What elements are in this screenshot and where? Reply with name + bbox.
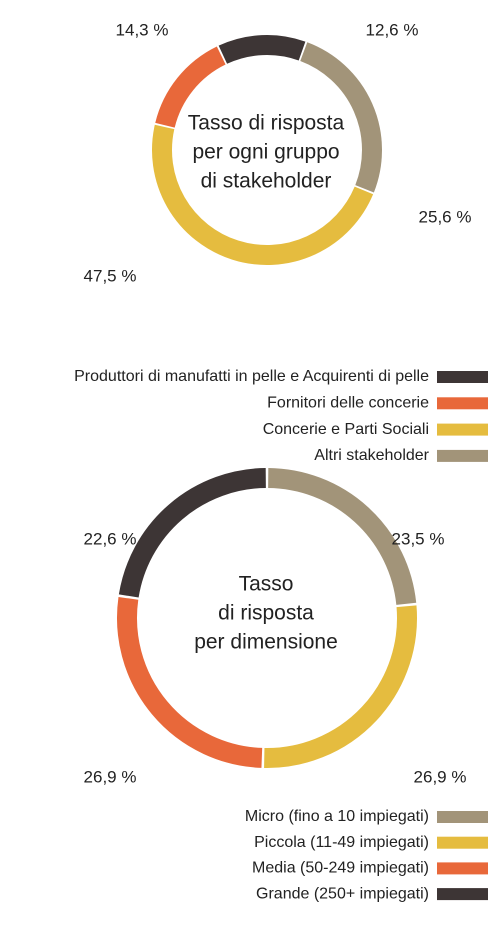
legend-swatch: [437, 423, 488, 436]
legend-swatch: [437, 811, 488, 823]
donut-segment: [155, 46, 226, 128]
value-label: 22,6 %: [84, 529, 137, 548]
legend-label: Concerie e Parti Sociali: [263, 421, 429, 438]
legend-label: Altri stakeholder: [314, 447, 429, 464]
chart-title: per dimensione: [194, 631, 338, 654]
legend-swatch: [437, 449, 488, 462]
value-label: 12,6 %: [366, 20, 419, 39]
donut-segment: [264, 605, 417, 768]
chart-title: di risposta: [218, 602, 314, 625]
value-label: 47,5 %: [84, 266, 137, 285]
donut-segment: [118, 468, 267, 598]
donut-segment: [152, 124, 374, 265]
donut-segment: [117, 596, 263, 768]
legend-label: Fornitori delle concerie: [267, 395, 429, 412]
value-label: 25,6 %: [419, 207, 472, 226]
value-label: 23,5 %: [392, 529, 445, 548]
legend-label: Media (50-249 impiegati): [252, 860, 429, 877]
chart-title: Tasso: [239, 573, 294, 596]
legend-swatch: [437, 862, 488, 875]
value-label: 14,3 %: [116, 20, 169, 39]
legend-label: Produttori di manufatti in pelle e Acqui…: [74, 368, 429, 385]
donut-segment: [300, 42, 382, 193]
donut-segment: [267, 468, 417, 605]
chart-title: per ogni gruppo: [192, 141, 339, 164]
legend-swatch: [437, 397, 488, 410]
legend-label: Piccola (11-49 impiegati): [254, 834, 429, 851]
legend-swatch: [437, 371, 488, 383]
donut-segment: [218, 35, 306, 64]
legend-swatch: [437, 836, 488, 849]
value-label: 26,9 %: [84, 767, 137, 786]
chart-title: Tasso di risposta: [188, 112, 345, 135]
legend-label: Grande (250+ impiegati): [256, 885, 429, 902]
legend-label: Micro (fino a 10 impiegati): [245, 808, 429, 825]
value-label: 26,9 %: [414, 767, 467, 786]
chart-title: di stakeholder: [201, 170, 332, 193]
legend-swatch: [437, 888, 488, 901]
